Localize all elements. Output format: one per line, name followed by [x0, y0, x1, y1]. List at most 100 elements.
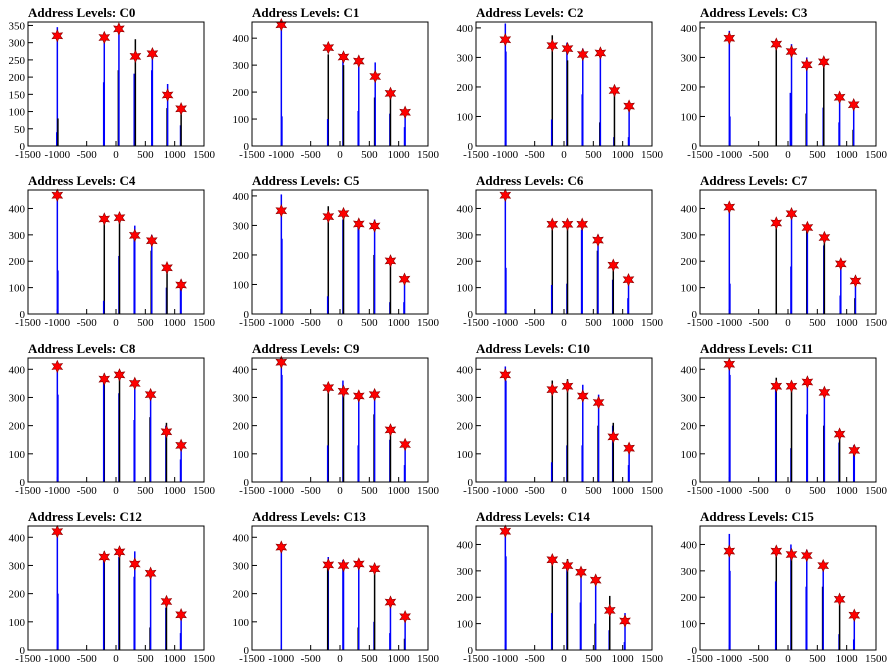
y-tick-label: 50	[14, 124, 26, 136]
y-tick-label: 100	[681, 283, 698, 295]
histogram-bar	[118, 27, 120, 147]
panel-title: Address Levels: C0	[28, 5, 135, 20]
x-tick-label: 1000	[388, 485, 411, 497]
peak-marker	[561, 41, 574, 56]
x-tick-label: -1500	[687, 653, 713, 665]
histogram-bar	[628, 448, 630, 482]
x-tick-label: 500	[137, 653, 154, 665]
panel-title: Address Levels: C1	[252, 5, 359, 20]
x-tick-label: -500	[525, 317, 546, 329]
x-tick-label: 0	[785, 149, 791, 161]
panel-title: Address Levels: C8	[28, 341, 136, 356]
x-tick-label: 0	[561, 653, 567, 665]
histogram-bar	[628, 107, 630, 146]
peak-marker	[399, 437, 411, 452]
peak-marker	[337, 558, 350, 573]
histogram-bar	[281, 238, 283, 314]
x-tick-label: 1500	[193, 653, 216, 665]
x-tick-label: 1500	[641, 653, 664, 665]
histogram-bar	[358, 562, 360, 650]
plot-frame	[27, 189, 205, 315]
histogram-bar	[790, 44, 793, 147]
peak-marker	[785, 379, 798, 393]
peak-marker	[337, 384, 350, 399]
x-tick-label: 0	[561, 317, 567, 329]
peak-marker	[546, 553, 559, 567]
x-tick-label: 500	[809, 653, 826, 665]
y-tick-label: 100	[681, 619, 698, 631]
peak-marker	[561, 379, 574, 393]
x-tick-label: 500	[585, 653, 602, 665]
plot-frame	[27, 21, 205, 147]
x-tick-label: -1500	[239, 485, 265, 497]
x-tick-label: 1500	[193, 485, 216, 497]
peak-marker	[622, 272, 635, 287]
histogram-bar	[280, 542, 283, 650]
peak-marker	[608, 83, 621, 98]
peak-marker	[160, 425, 173, 439]
x-tick-label: -1500	[687, 485, 713, 497]
x-tick-label: 0	[337, 485, 343, 497]
panel-3: Address Levels: C3 0 100 200 300 400 -1500 -100…	[681, 5, 888, 161]
x-tick-label: -1000	[492, 485, 518, 497]
histogram-bar	[57, 394, 59, 482]
peak-marker	[275, 355, 288, 369]
x-tick-label: -500	[749, 317, 770, 329]
histogram-bar	[326, 565, 329, 650]
histogram-bar	[775, 219, 778, 314]
x-tick-label: 500	[585, 149, 602, 161]
histogram-bar	[550, 284, 553, 314]
histogram-bar	[597, 234, 599, 314]
x-tick-label: -500	[77, 653, 98, 665]
histogram-bar	[774, 383, 777, 482]
y-tick-label: 100	[457, 111, 474, 123]
y-tick-label: 350	[9, 20, 26, 32]
x-tick-label: -500	[301, 485, 322, 497]
panel-title: Address Levels: C13	[252, 509, 366, 524]
y-tick-label: 300	[681, 392, 698, 404]
y-tick-label: 400	[457, 23, 474, 35]
histogram-bar	[389, 599, 392, 650]
peak-marker	[384, 423, 397, 437]
panel-title: Address Levels: C3	[700, 5, 808, 20]
histogram-bar	[551, 380, 554, 482]
y-tick-label: 100	[9, 617, 26, 629]
peak-marker	[322, 380, 335, 395]
x-tick-label: -1000	[492, 317, 518, 329]
peak-marker	[398, 272, 411, 286]
histogram-bar	[281, 116, 283, 146]
histogram-bar	[102, 559, 105, 650]
peak-marker	[51, 524, 64, 539]
histogram-bar	[57, 593, 59, 650]
peak-marker	[128, 376, 141, 391]
plot-frame	[475, 357, 653, 483]
panel-0: Address Levels: C0 0 50 100 150 200 250 300 350 -…	[9, 5, 216, 161]
x-tick-label: 1500	[865, 317, 888, 329]
histogram-bar	[852, 104, 855, 146]
x-tick-label: 1500	[641, 149, 664, 161]
histogram-bar	[403, 279, 406, 314]
histogram-bar	[57, 270, 59, 314]
x-tick-label: -500	[525, 653, 546, 665]
y-tick-label: 300	[9, 560, 26, 572]
x-tick-label: -500	[749, 485, 770, 497]
peak-marker	[499, 368, 512, 382]
x-tick-label: 500	[361, 149, 378, 161]
x-tick-label: 500	[137, 317, 154, 329]
peak-marker	[592, 233, 604, 247]
x-tick-label: -500	[525, 485, 546, 497]
y-tick-label: 0	[20, 141, 26, 153]
histogram-bar	[180, 104, 182, 146]
x-tick-label: 1000	[388, 653, 411, 665]
plot-frame	[475, 189, 653, 315]
panel-title: Address Levels: C14	[476, 509, 590, 524]
y-tick-label: 200	[457, 592, 474, 604]
peak-marker	[546, 382, 559, 397]
peak-marker	[322, 209, 335, 224]
panel-4: Address Levels: C4 0 100 200 300 400 -1500 -100…	[9, 173, 216, 329]
peak-marker	[399, 609, 411, 624]
histogram-bar	[566, 221, 569, 314]
histogram-bar	[853, 615, 856, 650]
histogram-bar	[374, 62, 376, 146]
